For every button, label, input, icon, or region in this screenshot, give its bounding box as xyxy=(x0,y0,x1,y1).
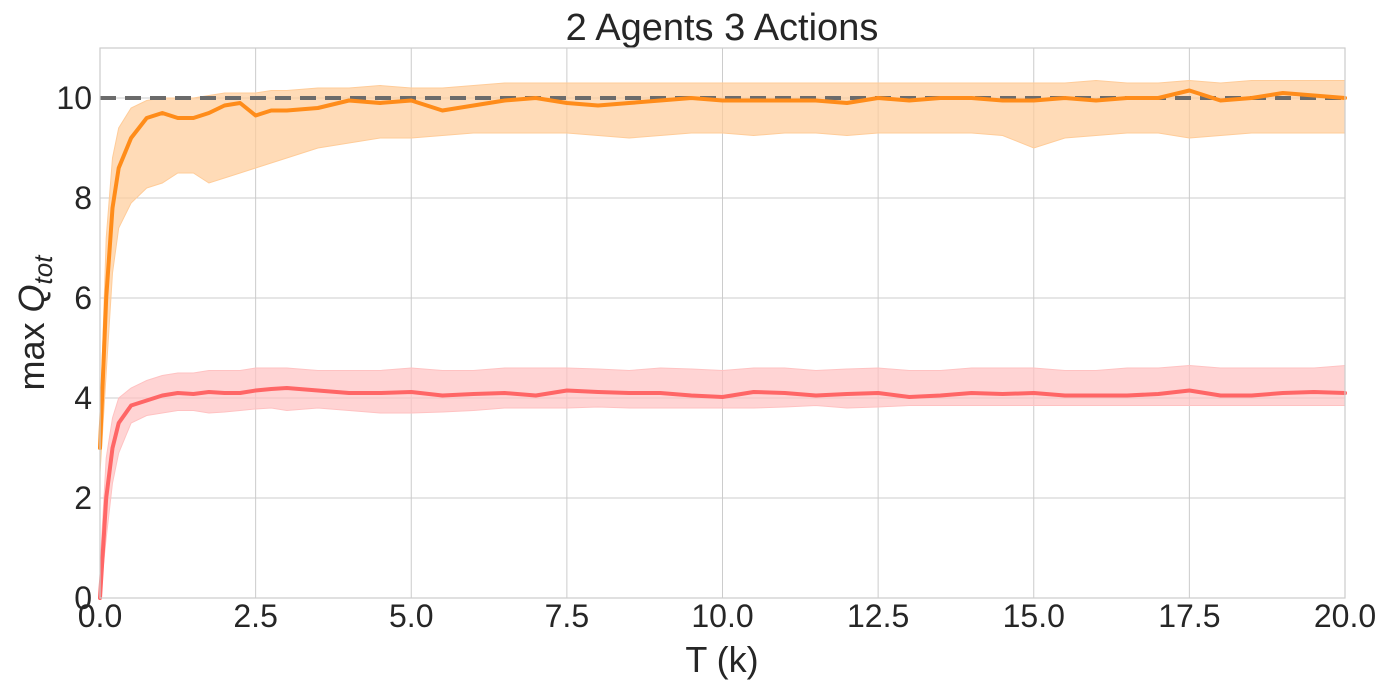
y-axis-label-subscript: tot xyxy=(28,254,58,285)
x-tick-label: 5.0 xyxy=(389,598,433,634)
plot-frame xyxy=(99,47,1346,599)
y-axis-label: max Qtot xyxy=(11,254,58,391)
series-0-line xyxy=(98,88,1347,450)
y-tick-label: 2 xyxy=(74,480,92,516)
x-tick-label: 15.0 xyxy=(1003,598,1065,634)
x-tick-labels: 0.0 2.5 5.0 7.5 10.0 12.5 15.0 17.5 20.0 xyxy=(78,598,1376,634)
x-tick-label: 10.0 xyxy=(691,598,753,634)
x-tick-label: 2.5 xyxy=(233,598,277,634)
x-tick-label: 20.0 xyxy=(1314,598,1376,634)
y-axis-label-prefix: max xyxy=(11,312,52,390)
y-tick-label: 0 xyxy=(74,580,92,616)
y-tick-labels: 0 2 4 6 8 10 xyxy=(56,80,92,616)
x-tick-label: 17.5 xyxy=(1158,598,1220,634)
series-1-line xyxy=(98,386,1347,600)
x-tick-label: 0.0 xyxy=(78,598,122,634)
y-tick-label: 8 xyxy=(74,180,92,216)
y-tick-label: 6 xyxy=(74,280,92,316)
y-axis-label-symbol: Q xyxy=(11,284,52,312)
x-axis-label: T (k) xyxy=(685,639,758,680)
y-tick-label: 4 xyxy=(74,380,92,416)
chart-title: 2 Agents 3 Actions xyxy=(566,7,879,49)
line-layer xyxy=(98,88,1347,600)
x-tick-label: 12.5 xyxy=(847,598,909,634)
y-tick-label: 10 xyxy=(56,80,92,116)
x-tick-label: 7.5 xyxy=(545,598,589,634)
